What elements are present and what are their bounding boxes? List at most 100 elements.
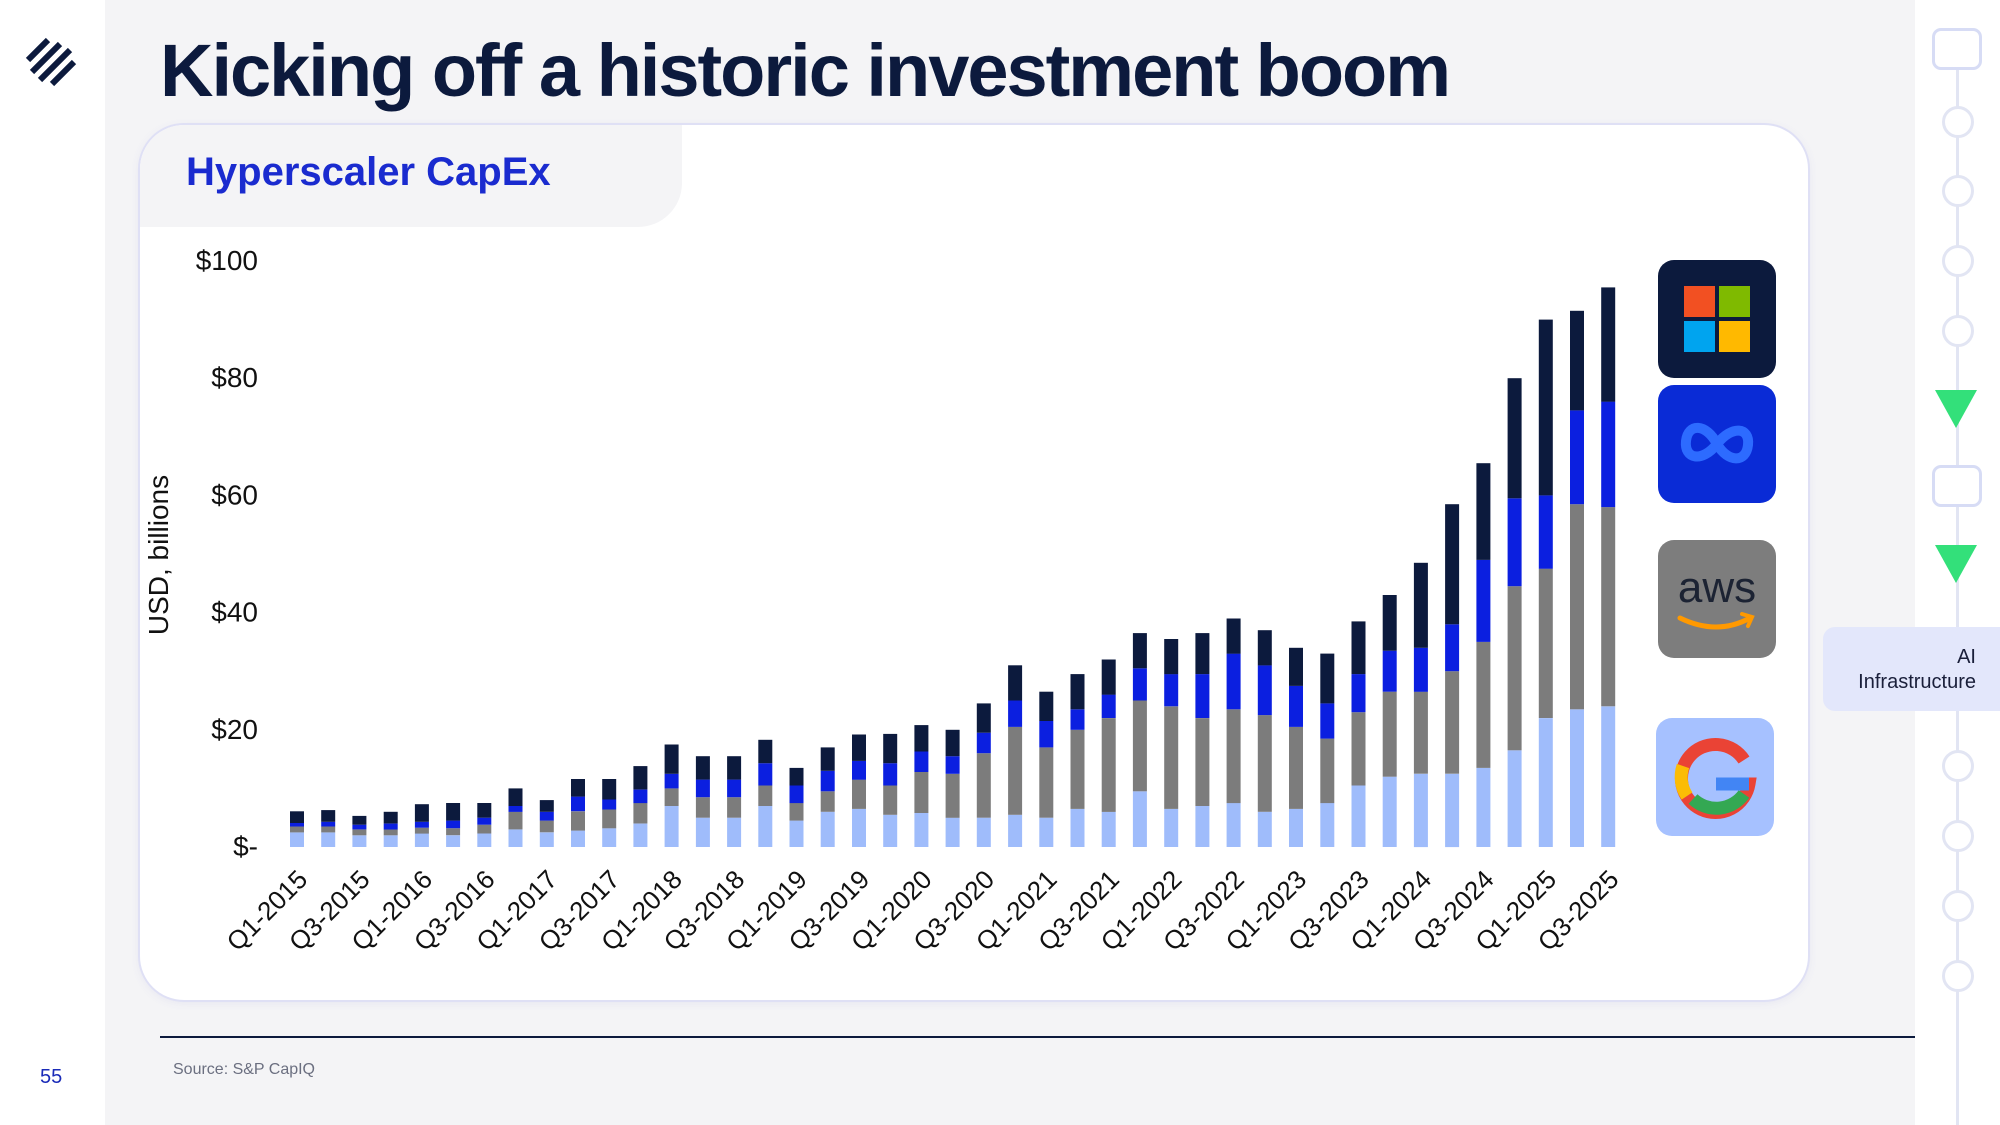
bar-segment xyxy=(758,806,773,847)
bar-segment xyxy=(820,770,835,792)
bar-segment xyxy=(1351,674,1366,713)
bar-segment xyxy=(1320,738,1335,804)
bar-segment xyxy=(1226,803,1241,847)
bar-segment xyxy=(852,808,866,847)
nav-section-box[interactable] xyxy=(1932,465,1982,507)
bar-segment xyxy=(789,785,804,804)
bar-segment xyxy=(1039,721,1054,748)
nav-node[interactable] xyxy=(1942,890,1974,922)
bar-segment xyxy=(602,779,617,800)
bar-segment xyxy=(1195,718,1210,806)
bar-segment xyxy=(945,756,960,774)
bar-segment xyxy=(477,824,492,834)
bar-segment xyxy=(1382,776,1397,847)
bar-segment xyxy=(789,767,804,786)
bar-segment xyxy=(1132,633,1147,669)
bar-segment xyxy=(1476,559,1491,642)
bar-segment xyxy=(1132,791,1147,847)
bar-segment xyxy=(1445,773,1460,848)
bar-segment xyxy=(571,779,585,797)
chart-card: Hyperscaler CapEx $- $20 $40 $60 $80 $100 USD,… xyxy=(140,125,1808,1000)
bar-segment xyxy=(945,817,960,847)
bar-segment xyxy=(1570,410,1584,505)
nav-node[interactable] xyxy=(1942,315,1974,347)
bar-segment xyxy=(664,773,679,789)
google-logo-icon xyxy=(1656,718,1774,836)
bar-segment xyxy=(1538,495,1553,569)
bar-segment xyxy=(883,814,898,847)
bar-segment xyxy=(477,803,492,818)
nav-node[interactable] xyxy=(1942,245,1974,277)
bar-segment xyxy=(539,820,554,833)
bar-segment xyxy=(477,817,492,825)
bar-segment xyxy=(414,833,429,847)
bar-segment xyxy=(1413,562,1428,648)
nav-node[interactable] xyxy=(1942,106,1974,138)
bar-segment xyxy=(789,803,804,821)
bar-segment xyxy=(446,828,461,836)
bar-segment xyxy=(695,756,710,780)
bar-segment xyxy=(883,763,898,786)
bar-segment xyxy=(1164,808,1179,847)
aws-logo-icon: aws xyxy=(1658,540,1776,658)
y-tick-label: $20 xyxy=(211,714,258,745)
bar-segment xyxy=(883,733,898,764)
bar-segment xyxy=(508,788,523,806)
bar-segment xyxy=(1351,621,1366,675)
bar-segment xyxy=(1070,729,1085,809)
bar-segment xyxy=(727,817,742,847)
nav-triangle-icon[interactable] xyxy=(1935,390,1977,428)
bar-segment xyxy=(1538,319,1553,496)
nav-node[interactable] xyxy=(1942,960,1974,992)
bar-segment xyxy=(1101,659,1116,695)
bar-segment xyxy=(1476,767,1491,847)
bar-segment xyxy=(633,789,648,804)
bar-segment xyxy=(1132,700,1147,792)
svg-text:aws: aws xyxy=(1678,563,1756,612)
bar-segment xyxy=(695,779,710,798)
bar-segment xyxy=(1289,647,1303,686)
bar-segment xyxy=(633,823,648,847)
bar-segment xyxy=(446,835,461,847)
bar-segment xyxy=(1476,641,1491,768)
nav-node[interactable] xyxy=(1942,750,1974,782)
bar-segment xyxy=(1101,694,1116,718)
nav-node[interactable] xyxy=(1942,175,1974,207)
bar-segment xyxy=(633,803,648,824)
nav-node[interactable] xyxy=(1942,820,1974,852)
bar-segment xyxy=(290,826,304,833)
bar-segment xyxy=(1351,712,1366,786)
nav-section-box[interactable] xyxy=(1932,28,1982,70)
bar-segment xyxy=(1132,668,1147,701)
bar-segment xyxy=(1382,595,1397,651)
bar-segment xyxy=(1101,718,1116,812)
bar-segment xyxy=(383,835,398,847)
bar-segment xyxy=(383,823,398,830)
active-section-tab[interactable]: AI Infrastructure xyxy=(1823,627,2000,711)
bar-segment xyxy=(321,832,336,847)
bar-segment xyxy=(852,734,866,761)
bar-segment xyxy=(290,811,304,823)
bar-segment xyxy=(508,811,523,830)
bar-segment xyxy=(1289,685,1303,727)
bar-segment xyxy=(914,772,929,813)
meta-logo-icon xyxy=(1658,385,1776,503)
bar-segment xyxy=(758,739,773,764)
nav-triangle-icon[interactable] xyxy=(1935,545,1977,583)
bar-segment xyxy=(1445,671,1460,774)
bar-segment xyxy=(1195,633,1210,675)
source-note: Source: S&P CapIQ xyxy=(173,1061,315,1078)
bar-segment xyxy=(1070,674,1085,710)
bar-segment xyxy=(414,821,429,828)
bar-segment xyxy=(695,817,710,847)
bar-segment xyxy=(352,824,367,830)
bar-segment xyxy=(508,829,523,847)
bar-segment xyxy=(414,804,429,822)
rail-line xyxy=(1956,50,1959,1125)
bar-segment xyxy=(1070,808,1085,847)
bar-segment xyxy=(945,773,960,818)
bar-segment xyxy=(1413,773,1428,848)
bar-segment xyxy=(1101,811,1116,847)
bar-segment xyxy=(352,829,367,836)
